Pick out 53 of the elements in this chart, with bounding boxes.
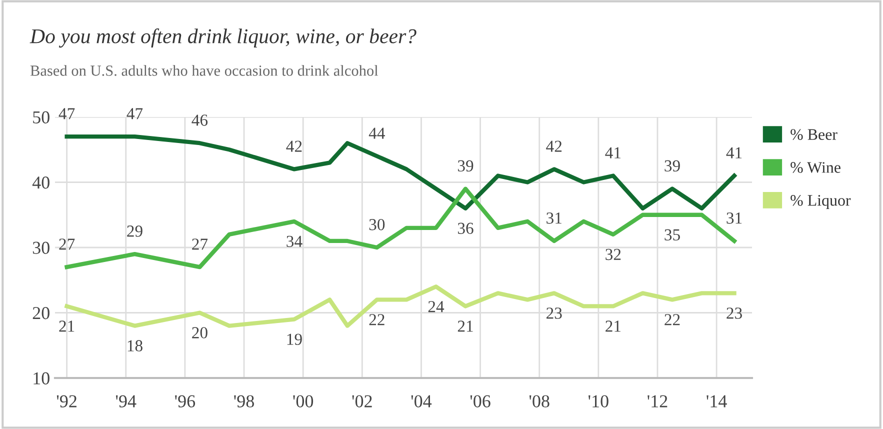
data-label: 21 — [458, 320, 473, 332]
y-tick-label: 50 — [33, 111, 50, 124]
data-label: 31 — [546, 212, 562, 224]
data-label: 21 — [59, 320, 74, 332]
x-tick-label: '12 — [648, 395, 668, 408]
x-tick-label: '14 — [706, 395, 727, 408]
data-label: 21 — [606, 320, 621, 332]
legend-label: % Beer — [790, 129, 838, 140]
y-tick-label: 30 — [32, 242, 50, 254]
x-tick-label: '06 — [470, 395, 490, 408]
data-label: 30 — [369, 218, 385, 230]
data-label: 31 — [726, 212, 742, 224]
data-label: 27 — [192, 238, 208, 250]
data-label: 42 — [286, 140, 302, 152]
x-tick-label: '04 — [411, 395, 432, 408]
x-tick-label: '94 — [116, 395, 136, 408]
x-tick-label: '98 — [234, 395, 254, 408]
data-label: 44 — [368, 128, 385, 139]
x-tick-label: '00 — [293, 395, 314, 408]
x-tick-label: '96 — [175, 395, 196, 408]
data-label: 22 — [664, 314, 680, 326]
data-label: 39 — [458, 160, 474, 172]
data-label: 29 — [127, 226, 142, 237]
data-label: 47 — [126, 108, 143, 120]
data-label: 32 — [606, 248, 621, 260]
data-label: 34 — [286, 236, 302, 248]
data-label: 20 — [192, 327, 208, 338]
y-tick-label: 40 — [32, 176, 50, 189]
y-tick-label: 20 — [32, 307, 50, 320]
data-label: 46 — [192, 114, 208, 126]
data-label: 27 — [59, 238, 75, 250]
data-label: 41 — [605, 147, 621, 158]
chart-subtitle: Based on U.S. adults who have occasion to drink alcohol — [30, 65, 378, 76]
x-tick-label: '08 — [529, 395, 550, 408]
data-label: 18 — [128, 340, 142, 352]
legend-label: % Wine — [790, 162, 840, 173]
x-tick-label: '02 — [352, 395, 372, 408]
data-label: 23 — [546, 308, 562, 319]
chart-title: Do you most often drink liquor, wine, or beer? — [30, 28, 416, 48]
data-label: 22 — [369, 314, 384, 326]
data-label: 35 — [664, 229, 680, 240]
data-label: 19 — [287, 334, 302, 345]
data-label: 24 — [428, 301, 444, 312]
data-label: 41 — [726, 147, 742, 158]
data-label: 23 — [726, 308, 742, 319]
x-tick-label: '10 — [588, 395, 608, 408]
data-label: 36 — [458, 222, 474, 234]
legend-label: % Liquor — [790, 195, 851, 210]
data-label: 42 — [546, 140, 562, 152]
x-tick-label: '92 — [56, 395, 76, 408]
data-label: 47 — [58, 108, 75, 120]
data-label: 39 — [664, 160, 680, 172]
y-tick-label: 10 — [34, 372, 50, 384]
